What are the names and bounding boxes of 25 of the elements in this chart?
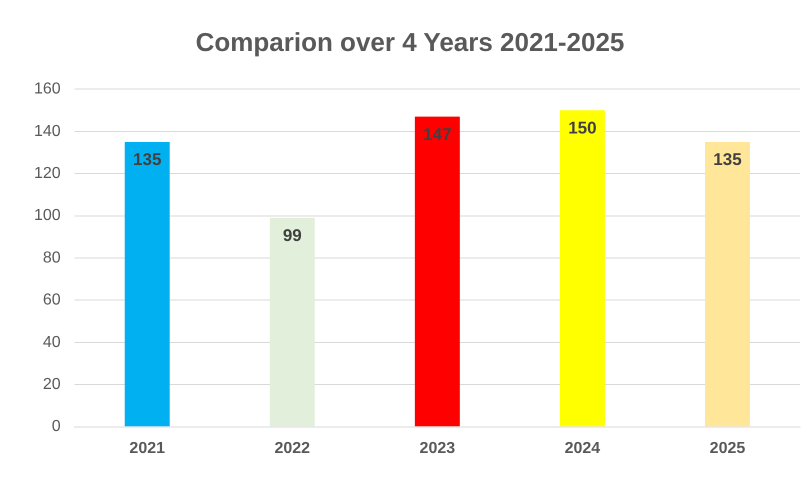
bar bbox=[560, 110, 605, 426]
y-tick-label: 60 bbox=[42, 292, 61, 309]
y-tick-label: 160 bbox=[34, 80, 61, 98]
y-tick-label: 100 bbox=[34, 207, 61, 224]
bar bbox=[270, 218, 315, 426]
x-tick-label: 2023 bbox=[420, 440, 456, 457]
data-label: 99 bbox=[282, 226, 302, 246]
y-tick-label: 40 bbox=[42, 334, 61, 351]
y-tick-label: 20 bbox=[42, 376, 61, 394]
y-tick-label: 140 bbox=[34, 122, 61, 140]
x-tick-label: 2022 bbox=[274, 440, 310, 457]
bar bbox=[124, 142, 170, 426]
x-tick-label: 2024 bbox=[564, 440, 600, 457]
y-tick-label: 80 bbox=[42, 249, 61, 266]
chart-title: Comparion over 4 Years 2021-2025 bbox=[196, 26, 624, 57]
x-tick-label: 2025 bbox=[710, 440, 746, 457]
bar bbox=[704, 142, 750, 426]
y-tick-label: 120 bbox=[34, 165, 61, 182]
data-label: 135 bbox=[713, 150, 742, 170]
bar bbox=[414, 116, 460, 426]
data-label: 147 bbox=[423, 124, 452, 144]
data-label: 150 bbox=[568, 118, 597, 138]
x-tick-label: 2021 bbox=[129, 440, 166, 457]
data-label: 135 bbox=[133, 150, 162, 170]
y-tick-label: 0 bbox=[52, 418, 61, 436]
